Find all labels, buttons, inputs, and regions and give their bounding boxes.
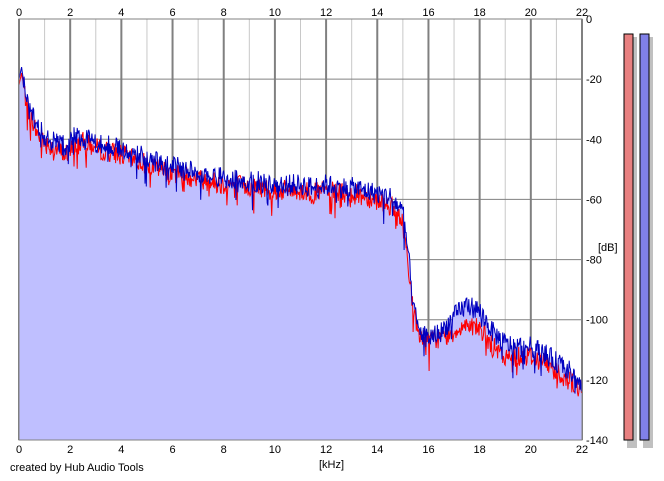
y-tick-label: -80 — [586, 255, 602, 267]
level-meter-right — [639, 33, 650, 441]
x-tick-label-top: 14 — [371, 7, 383, 19]
y-tick-label: -140 — [586, 435, 608, 447]
x-tick-label-bottom: 12 — [320, 444, 332, 456]
y-tick-label: -60 — [586, 194, 602, 206]
x-tick-labels-top: 0 2 4 6 8 10 12 14 16 18 20 22 — [16, 7, 588, 19]
x-tick-label-bottom: 8 — [221, 444, 227, 456]
y-tick-label: -100 — [586, 315, 608, 327]
x-tick-label-top: 12 — [320, 7, 332, 19]
plot-frame — [18, 18, 583, 441]
y-tick-label: -120 — [586, 375, 608, 387]
series-line-right — [18, 66, 583, 394]
x-tick-label-bottom: 6 — [169, 444, 175, 456]
level-meters — [623, 33, 653, 448]
x-tick-label-top: 4 — [118, 7, 124, 19]
x-tick-label-bottom: 4 — [118, 444, 124, 456]
x-tick-label-bottom: 10 — [269, 444, 281, 456]
level-meter-left — [623, 33, 634, 441]
x-tick-label-top: 20 — [525, 7, 537, 19]
x-axis-unit: [kHz] — [319, 459, 344, 471]
x-tick-labels-bottom: 0 2 4 6 8 10 12 14 16 18 20 22 — [16, 444, 588, 456]
credit-text: created by Hub Audio Tools — [10, 462, 144, 474]
x-tick-label-top: 18 — [474, 7, 486, 19]
x-tick-label-bottom: 0 — [16, 444, 22, 456]
y-axis-unit: [dB] — [598, 242, 618, 254]
x-tick-label-top: 10 — [269, 7, 281, 19]
x-tick-label-top: 0 — [16, 7, 22, 19]
y-tick-label: -40 — [586, 134, 602, 146]
x-tick-label-bottom: 2 — [67, 444, 73, 456]
x-tick-label-bottom: 16 — [422, 444, 434, 456]
y-tick-label: 0 — [586, 14, 592, 26]
x-tick-label-top: 16 — [422, 7, 434, 19]
x-tick-label-bottom: 14 — [371, 444, 383, 456]
x-tick-label-top: 22 — [576, 7, 588, 19]
y-tick-labels: 0 -20 -40 -60 -80 -100 -120 -140 — [586, 14, 608, 447]
spectrum-lines — [18, 66, 583, 397]
x-tick-label-bottom: 18 — [474, 444, 486, 456]
x-tick-label-bottom: 22 — [576, 444, 588, 456]
x-tick-label-bottom: 20 — [525, 444, 537, 456]
x-tick-label-top: 6 — [169, 7, 175, 19]
x-tick-label-top: 8 — [221, 7, 227, 19]
x-tick-label-top: 2 — [67, 7, 73, 19]
y-tick-label: -20 — [586, 74, 602, 86]
